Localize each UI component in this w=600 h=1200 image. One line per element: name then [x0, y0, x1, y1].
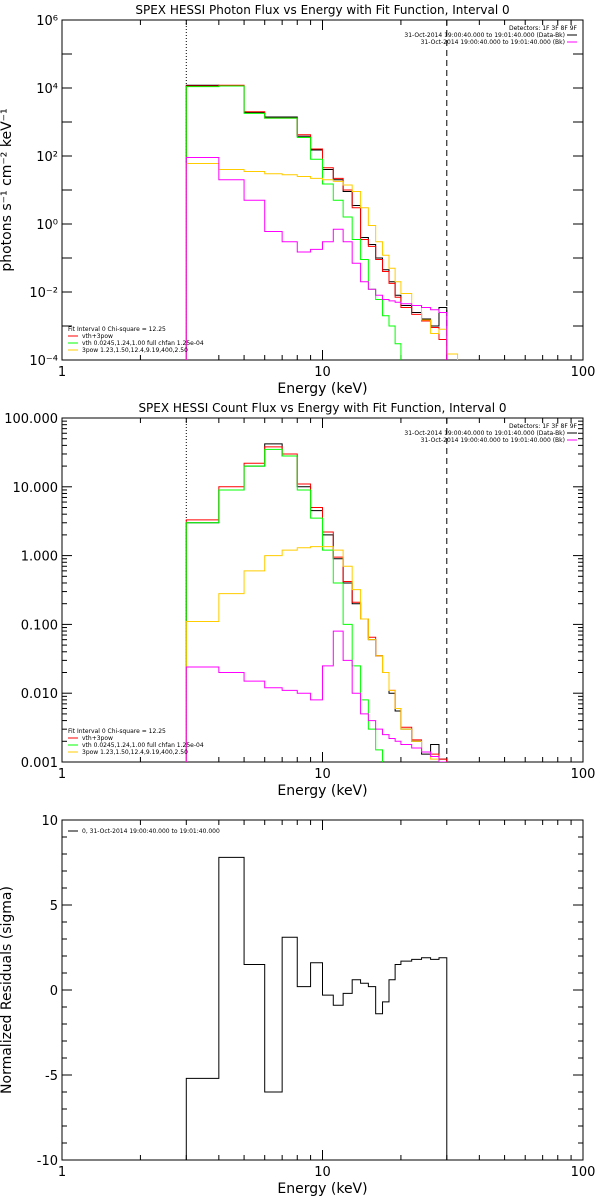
y-tick-label: 100.000 [4, 412, 58, 427]
x-tick-label: 10 [314, 767, 331, 782]
y-tick-label: 5 [50, 899, 58, 914]
series-4-line [185, 630, 448, 762]
series-group [185, 443, 448, 762]
legend-bottom: Fit Interval 0 Chi-square = 12.25vth+3po… [68, 728, 204, 756]
x-axis-label: Energy (keV) [277, 381, 367, 397]
y-axis-ticks [62, 19, 583, 361]
series-3-line [185, 546, 448, 762]
legend-entry-label: 31-Oct-2014 19:00:40.000 to 19:01:40.000… [421, 39, 565, 46]
series-4-line [185, 157, 448, 360]
y-tick-label: -5 [45, 1069, 58, 1084]
y-tick-label: 10² [36, 150, 58, 165]
chart-2: 1 10 100 0.001 0.010 0.100 1.000 10.000 100.000 S… [4, 401, 596, 799]
y-tick-label: 10⁻² [29, 286, 58, 301]
legend-entry-label: vth+3pow [82, 735, 113, 742]
x-axis-ticks [61, 820, 572, 1160]
series-1-line [185, 84, 448, 360]
y-tick-label: -10 [37, 1154, 58, 1169]
legend-entry-label: vth 0.0245,1.24,1.00 full chfan 1.25e-04 [82, 340, 204, 347]
y-tick-label: 0.001 [21, 756, 58, 771]
series-group [185, 84, 459, 360]
chart-1: 1 10 100 10⁻⁴ 10⁻² 10⁰ 10² 10⁴ 10⁶ SPEX HESSI Pho… [0, 3, 596, 397]
y-tick-label: 10 [41, 814, 58, 829]
chart-title: SPEX HESSI Count Flux vs Energy with Fit… [138, 401, 506, 415]
y-tick-label: 0 [50, 984, 58, 999]
legend-header: Fit Interval 0 Chi-square = 12.25 [68, 326, 166, 333]
x-tick-label: 10 [314, 365, 331, 380]
legend-header: Fit Interval 0 Chi-square = 12.25 [68, 728, 166, 735]
legend-entry-label: 3pow 1.23,1.50,12.4,9.19,400,2.50 [82, 749, 188, 756]
x-tick-label: 1 [58, 767, 66, 782]
x-axis-ticks [61, 418, 572, 762]
y-axis-ticks [62, 819, 583, 1161]
series-group [185, 856, 448, 1160]
y-tick-label: 10⁰ [36, 218, 58, 233]
legend-header: Detectors: 1F 3F 8F 9F [509, 25, 578, 32]
series-2-line [185, 448, 384, 762]
x-axis-label: Energy (keV) [277, 1181, 367, 1197]
y-axis-ticks [62, 417, 583, 763]
y-tick-label: 10⁻⁴ [29, 354, 58, 369]
x-tick-label: 100 [571, 365, 596, 380]
x-axis-label: Energy (keV) [277, 783, 367, 799]
series-2-line [185, 85, 402, 360]
y-tick-label: 10.000 [13, 481, 59, 496]
plot-frame [61, 417, 584, 763]
y-axis-label: Normalized Residuals (sigma) [0, 886, 15, 1094]
y-tick-label: 0.100 [21, 618, 58, 633]
legend-entry-label: 3pow 1.23,1.50,12.4,9.19,400,2.50 [82, 347, 188, 354]
series-0-line [185, 443, 448, 762]
legend-entry-label: vth 0.0245,1.24,1.00 full chfan 1.25e-04 [82, 742, 204, 749]
legend-entry-label: 0, 31-Oct-2014 19:00:40.000 to 19:01:40.… [82, 828, 220, 835]
x-axis-ticks [61, 20, 572, 360]
y-axis-label: photons s⁻¹ cm⁻² keV⁻¹ [0, 108, 15, 271]
y-tick-label: 10⁶ [36, 14, 58, 29]
chart-title: SPEX HESSI Photon Flux vs Energy with Fi… [135, 3, 509, 17]
series-0-line [185, 856, 448, 1160]
legend-top: 0, 31-Oct-2014 19:00:40.000 to 19:01:40.… [68, 828, 220, 835]
legend-entry-label: 31-Oct-2014 19:00:40.000 to 19:01:40.000… [421, 437, 565, 444]
legend-header: Detectors: 1F 3F 8F 9F [509, 423, 578, 430]
x-tick-label: 100 [571, 767, 596, 782]
plot-frame [61, 19, 584, 361]
legend-bottom: Fit Interval 0 Chi-square = 12.25vth+3po… [68, 326, 204, 354]
series-0-line [185, 84, 448, 360]
series-1-line [185, 446, 448, 762]
legend-entry-label: 31-Oct-2014 19:00:40.000 to 19:01:40.000… [404, 430, 565, 437]
y-tick-label: 0.010 [21, 687, 58, 702]
legend-entry-label: vth+3pow [82, 333, 113, 340]
legend-entry-label: 31-Oct-2014 19:00:40.000 to 19:01:40.000… [404, 32, 565, 39]
x-tick-label: 1 [58, 1165, 66, 1180]
x-tick-label: 100 [571, 1165, 596, 1180]
x-tick-label: 1 [58, 365, 66, 380]
y-tick-label: 1.000 [21, 550, 58, 565]
y-tick-label: 10⁴ [36, 82, 58, 97]
x-tick-label: 10 [314, 1165, 331, 1180]
